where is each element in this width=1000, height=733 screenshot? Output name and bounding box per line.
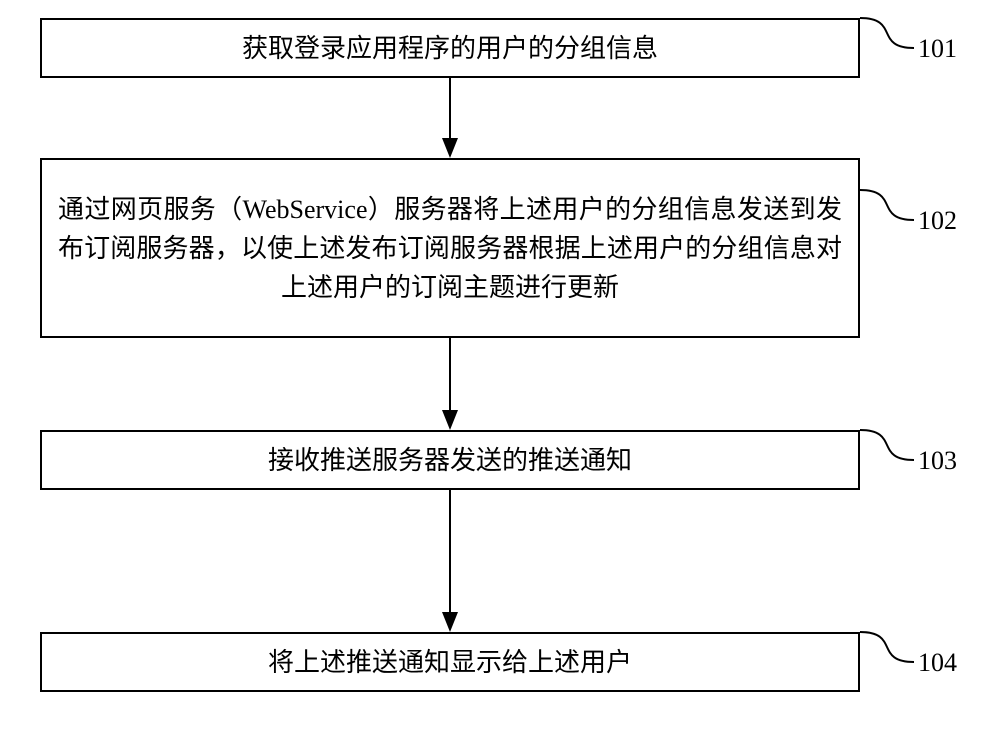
label-connector-104 [860, 632, 920, 672]
flow-step-104: 将上述推送通知显示给上述用户 [40, 632, 860, 692]
flowchart-container: 获取登录应用程序的用户的分组信息 101 通过网页服务（WebService）服… [0, 0, 1000, 733]
step-label-104: 104 [918, 648, 957, 678]
flow-step-text: 将上述推送通知显示给上述用户 [58, 643, 842, 682]
arrow-103-104 [0, 0, 1000, 733]
